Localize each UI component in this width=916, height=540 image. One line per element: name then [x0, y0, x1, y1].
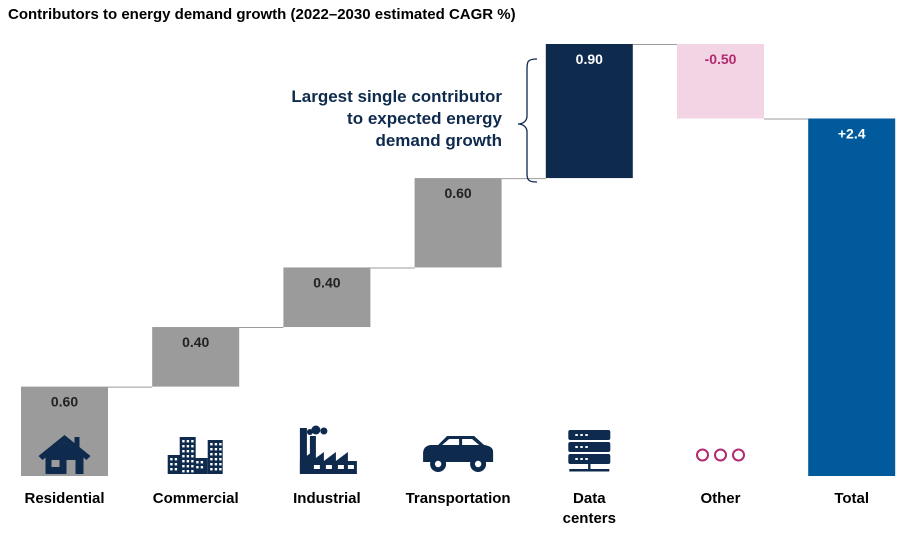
category-label: Commercial [153, 490, 239, 507]
annotation-line: to expected energy [347, 109, 502, 128]
bar-data-centers [545, 44, 633, 179]
category-icons [38, 425, 745, 474]
office-buildings-icon [167, 437, 223, 474]
category-label: Industrial [293, 490, 361, 507]
bar-value-label: 0.40 [182, 334, 209, 350]
category-label: Other [700, 490, 740, 507]
annotation-bracket [517, 58, 538, 183]
bar-total [808, 118, 896, 476]
circle-icon [714, 448, 727, 462]
connector-lines [108, 44, 809, 388]
annotation-line: demand growth [375, 131, 502, 150]
annotation-text: Largest single contributor to expected e… [250, 86, 502, 152]
category-label: Transportation [406, 490, 511, 507]
car-icon [423, 436, 494, 472]
category-label: Data [573, 490, 606, 507]
chart-title: Contributors to energy demand growth (20… [8, 6, 516, 23]
bar-commercial [152, 327, 240, 387]
bar-industrial [283, 267, 371, 328]
bar-value-label: -0.50 [705, 51, 737, 67]
category-label: Residential [24, 490, 104, 507]
bar-value-label: 0.60 [444, 185, 471, 201]
bar-other [677, 44, 764, 119]
bar-value-label: +2.4 [838, 125, 866, 141]
three-circles-icon [696, 448, 745, 462]
circle-icon [696, 448, 709, 462]
bar-value-label: 0.40 [313, 274, 340, 290]
category-labels: Residential Commercial Industrial Transport… [24, 490, 869, 527]
bar-value-label: 0.90 [576, 51, 603, 67]
annotation-line: Largest single contributor [291, 87, 502, 106]
house-icon [38, 435, 91, 474]
bar-transportation [414, 178, 502, 268]
circle-icon [732, 448, 745, 462]
category-label: Total [834, 490, 869, 507]
factory-icon [299, 425, 357, 474]
category-label: centers [563, 510, 616, 527]
bars [21, 44, 896, 476]
bar-value-labels: 0.60 0.40 0.40 0.60 0.90 -0.50 +2.4 [51, 51, 866, 410]
server-rack-icon [568, 430, 611, 472]
bar-value-label: 0.60 [51, 394, 78, 410]
